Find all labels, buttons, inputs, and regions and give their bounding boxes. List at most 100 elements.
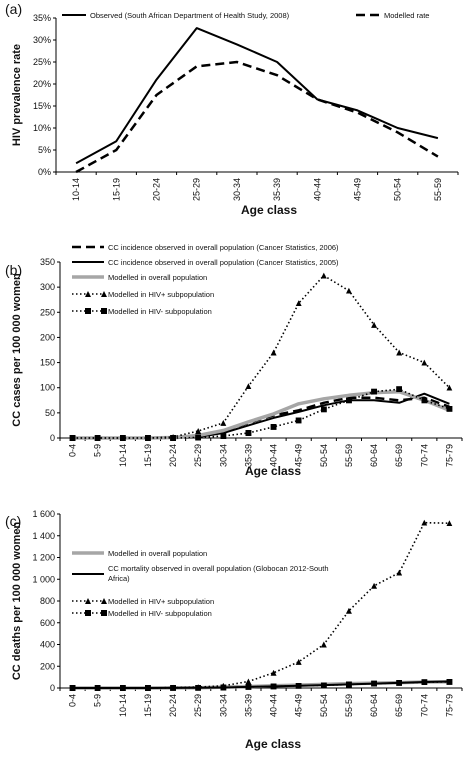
y-tick-label: 250 — [40, 307, 55, 317]
legend-label: CC mortality observed in overall populat… — [108, 564, 329, 573]
series-line-3 — [69, 519, 453, 691]
series-line-4 — [69, 272, 453, 441]
y-tick-label: 0 — [50, 683, 55, 693]
y-tick-label: 1 200 — [32, 553, 55, 563]
x-tick-label: 5-9 — [93, 694, 103, 707]
y-tick-label: 50 — [45, 408, 55, 418]
legend-label-cont: Africa) — [108, 574, 130, 583]
x-tick-label: 25-29 — [193, 444, 203, 467]
y-axis-title: CC cases per 100 000 women — [11, 273, 23, 427]
y-tick-label: 35% — [33, 13, 51, 23]
legend-marker — [85, 291, 91, 297]
y-tick-label: 20% — [33, 79, 51, 89]
y-tick-label: 600 — [40, 618, 55, 628]
y-tick-label: 0 — [50, 433, 55, 443]
series-line-2 — [75, 60, 439, 174]
panel-label: (b) — [5, 262, 22, 278]
x-tick-label: 20-24 — [168, 694, 178, 717]
x-tick-label: 10-14 — [71, 178, 81, 201]
y-tick-label: 1 000 — [32, 574, 55, 584]
x-tick-label: 20-24 — [152, 178, 162, 201]
x-tick-label: 30-34 — [232, 178, 242, 201]
chart-panel-a: (a) 0% 5% 10% 15% 20% 25% 30% 35% 10-14 15-19 20-24… — [5, 1, 459, 217]
x-tick-label: 35-39 — [243, 694, 253, 717]
y-tick-label: 100 — [40, 383, 55, 393]
y-tick-label: 0% — [38, 167, 51, 177]
x-tick-label: 0-4 — [68, 444, 78, 457]
x-axis-title: Age class — [241, 203, 297, 217]
x-tick-label: 10-14 — [118, 694, 128, 717]
series-line-1 — [75, 27, 439, 165]
y-axis-title: CC deaths per 100 000 women — [11, 522, 23, 681]
x-tick-label: 45-49 — [294, 694, 304, 717]
x-tick-label: 50-54 — [319, 444, 329, 467]
legend-label: CC incidence observed in overall populat… — [108, 258, 339, 267]
y-tick-label: 10% — [33, 123, 51, 133]
x-tick-label: 35-39 — [272, 178, 282, 201]
x-tick-label: 70-74 — [419, 444, 429, 467]
panel-label: (c) — [5, 513, 21, 529]
x-tick-label: 20-24 — [168, 444, 178, 467]
y-axis-title: HIV prevalence rate — [11, 44, 23, 146]
legend-label: Modelled in overall population — [108, 273, 207, 282]
x-tick-label: 35-39 — [243, 444, 253, 467]
x-tick-label: 55-59 — [433, 178, 443, 201]
x-axis-title: Age class — [245, 737, 301, 751]
x-tick-label: 25-29 — [193, 694, 203, 717]
x-axis-title: Age class — [245, 464, 301, 478]
y-tick-label: 800 — [40, 596, 55, 606]
y-tick-label: 15% — [33, 101, 51, 111]
y-tick-label: 400 — [40, 640, 55, 650]
x-tick-label: 60-64 — [369, 444, 379, 467]
legend-label: Modelled in HIV- subpopulation — [108, 609, 212, 618]
y-tick-label: 350 — [40, 257, 55, 267]
series-line-5 — [69, 386, 453, 441]
chart-panel-b: (b) 0 50 100 150 200 250 300 350 0-4 5-9 10-14 15-19… — [5, 243, 463, 478]
x-tick-label: 55-59 — [344, 694, 354, 717]
y-tick-label: 200 — [40, 661, 55, 671]
legend-marker — [85, 610, 91, 616]
chart-panel-c: (c) 0 200 400 600 800 1 000 1 200 1 400 1 600 0-4 5… — [5, 509, 463, 751]
x-tick-label: 15-19 — [143, 694, 153, 717]
x-tick-label: 15-19 — [143, 444, 153, 467]
y-tick-label: 1 600 — [32, 509, 55, 519]
y-tick-label: 200 — [40, 332, 55, 342]
x-tick-label: 55-59 — [344, 444, 354, 467]
x-tick-label: 50-54 — [393, 178, 403, 201]
x-tick-label: 5-9 — [93, 444, 103, 457]
x-tick-label: 15-19 — [111, 178, 121, 201]
legend-marker — [85, 308, 91, 314]
x-tick-label: 25-29 — [192, 178, 202, 201]
x-tick-label: 40-44 — [269, 444, 279, 467]
x-tick-label: 75-79 — [444, 444, 454, 467]
series-line-4 — [69, 678, 453, 691]
x-tick-label: 60-64 — [369, 694, 379, 717]
x-tick-label: 40-44 — [312, 178, 322, 201]
y-tick-label: 5% — [38, 145, 51, 155]
x-tick-label: 45-49 — [294, 444, 304, 467]
legend-label: Observed (South African Department of He… — [90, 11, 290, 20]
y-tick-label: 25% — [33, 57, 51, 67]
x-tick-label: 50-54 — [319, 694, 329, 717]
x-tick-label: 70-74 — [419, 694, 429, 717]
panel-label: (a) — [5, 1, 22, 17]
x-tick-label: 65-69 — [394, 444, 404, 467]
legend-label: CC incidence observed in overall populat… — [108, 243, 339, 252]
x-tick-label: 30-34 — [218, 694, 228, 717]
x-tick-label: 40-44 — [269, 694, 279, 717]
y-tick-label: 1 400 — [32, 531, 55, 541]
legend-label: Modelled in HIV+ subpopulation — [108, 290, 214, 299]
legend-label: Modelled in HIV+ subpopulation — [108, 597, 214, 606]
legend-label: Modelled rate — [384, 11, 429, 20]
legend-label: Modelled in overall population — [108, 549, 207, 558]
legend-label: Modelled in HIV- subpopulation — [108, 307, 212, 316]
x-tick-label: 10-14 — [118, 444, 128, 467]
x-tick-label: 75-79 — [444, 694, 454, 717]
x-tick-label: 45-49 — [353, 178, 363, 201]
x-tick-label: 65-69 — [394, 694, 404, 717]
y-tick-label: 30% — [33, 35, 51, 45]
x-tick-label: 0-4 — [68, 694, 78, 707]
y-tick-label: 150 — [40, 358, 55, 368]
x-tick-label: 30-34 — [218, 444, 228, 467]
